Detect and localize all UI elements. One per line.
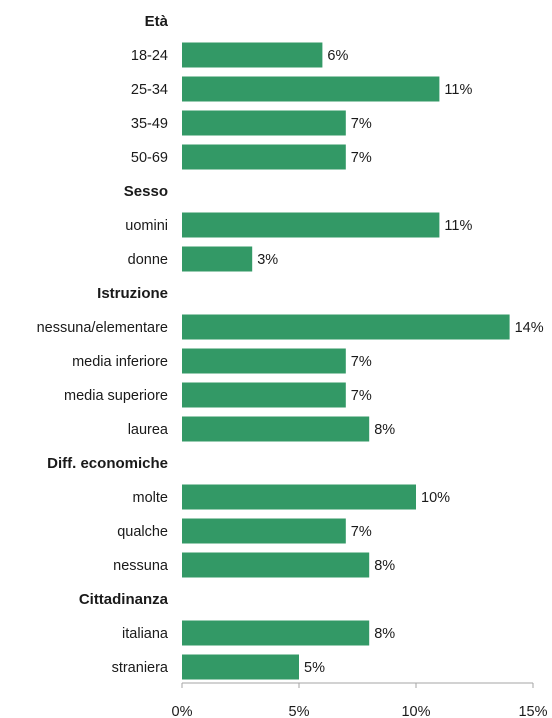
data-label: 8% bbox=[374, 422, 395, 438]
data-label: 7% bbox=[351, 388, 372, 404]
bar bbox=[182, 620, 370, 646]
x-tick-label: 5% bbox=[289, 704, 310, 718]
data-label: 7% bbox=[351, 524, 372, 540]
category-label: 35-49 bbox=[131, 116, 168, 132]
category-label: donne bbox=[128, 252, 168, 268]
data-label: 8% bbox=[374, 626, 395, 642]
bar bbox=[182, 76, 440, 102]
data-label: 8% bbox=[374, 558, 395, 574]
data-label: 11% bbox=[444, 82, 472, 98]
category-label: media inferiore bbox=[72, 354, 168, 370]
data-label: 7% bbox=[351, 354, 372, 370]
bar bbox=[182, 382, 346, 408]
data-label: 3% bbox=[257, 252, 278, 268]
data-label: 11% bbox=[444, 218, 472, 234]
bar bbox=[182, 654, 299, 680]
data-label: 7% bbox=[351, 150, 372, 166]
data-label: 7% bbox=[351, 116, 372, 132]
data-label: 5% bbox=[304, 660, 325, 676]
category-label: uomini bbox=[125, 218, 168, 234]
bar bbox=[182, 314, 510, 340]
group-title: Cittadinanza bbox=[79, 591, 169, 608]
data-label: 10% bbox=[421, 490, 450, 506]
bar bbox=[182, 348, 346, 374]
category-label: laurea bbox=[128, 422, 169, 438]
bar bbox=[182, 144, 346, 170]
category-label: 25-34 bbox=[131, 82, 168, 98]
x-tick-label: 15% bbox=[518, 704, 547, 718]
group-title: Sesso bbox=[124, 183, 168, 200]
bar bbox=[182, 416, 370, 442]
category-label: 18-24 bbox=[131, 48, 168, 64]
category-label: straniera bbox=[112, 660, 169, 676]
data-label: 6% bbox=[327, 48, 348, 64]
group-title: Età bbox=[145, 13, 169, 30]
category-label: 50-69 bbox=[131, 150, 168, 166]
bar bbox=[182, 552, 370, 578]
group-title: Istruzione bbox=[97, 285, 168, 302]
bar bbox=[182, 110, 346, 136]
category-label: italiana bbox=[122, 626, 169, 642]
bar bbox=[182, 212, 440, 238]
category-label: media superiore bbox=[64, 388, 168, 404]
x-tick-label: 0% bbox=[172, 704, 193, 718]
bar bbox=[182, 246, 253, 272]
category-label: nessuna bbox=[113, 558, 169, 574]
category-label: qualche bbox=[117, 524, 168, 540]
category-label: molte bbox=[133, 490, 168, 506]
bar bbox=[182, 484, 416, 510]
category-label: nessuna/elementare bbox=[37, 320, 168, 336]
bar bbox=[182, 42, 323, 68]
data-label: 14% bbox=[515, 320, 544, 336]
group-title: Diff. economiche bbox=[47, 455, 168, 472]
x-tick-label: 10% bbox=[401, 704, 430, 718]
bar bbox=[182, 518, 346, 544]
